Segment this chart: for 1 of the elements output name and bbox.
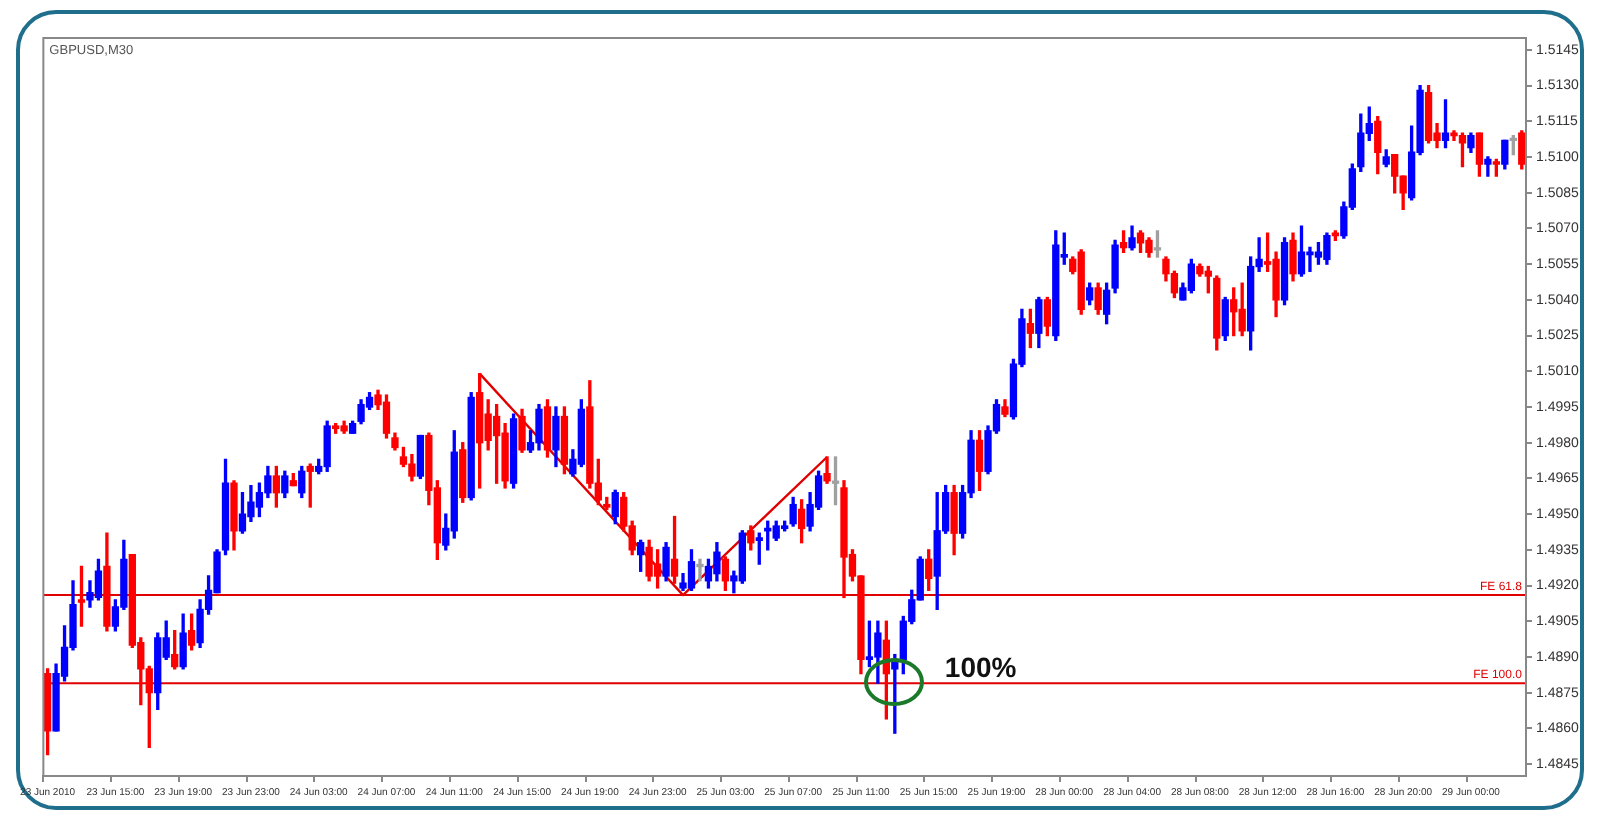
annotation: 100% [944,650,1018,683]
